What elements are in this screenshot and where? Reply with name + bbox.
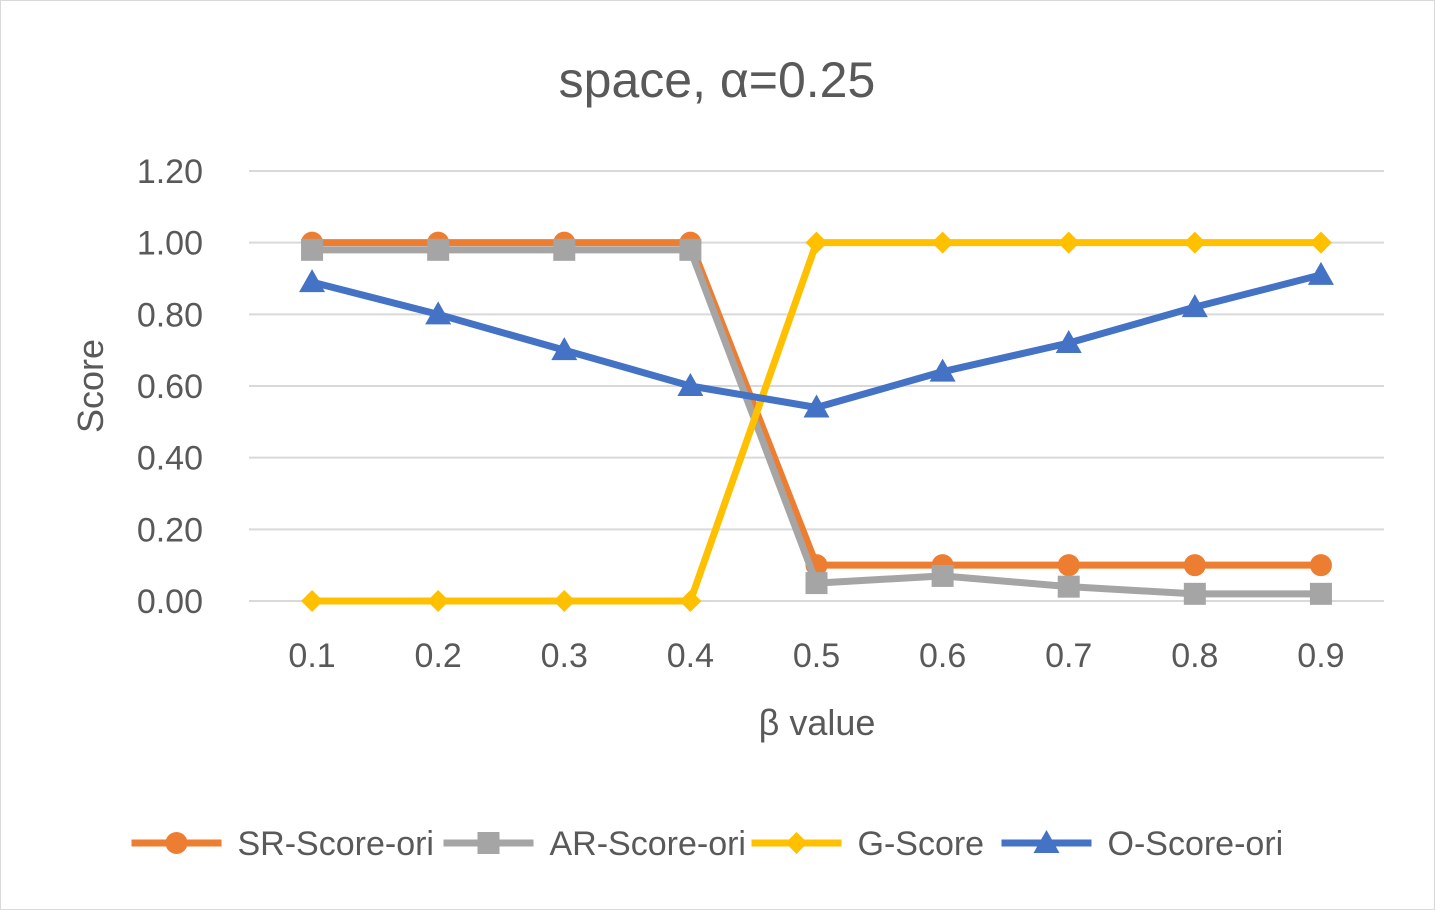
y-tick-label: 0.80	[137, 296, 203, 334]
x-tick-label: 0.1	[288, 637, 335, 675]
data-point	[301, 238, 324, 261]
data-point	[1055, 330, 1082, 353]
x-tick-label: 0.5	[793, 637, 840, 675]
y-axis-ticks: 0.00 0.20 0.40 0.60 0.80 1.00 1.20	[137, 153, 203, 621]
x-tick-label: 0.3	[541, 637, 588, 675]
legend-item: O-Score-ori	[1001, 825, 1284, 863]
data-point	[1183, 582, 1206, 605]
data-point	[425, 301, 452, 325]
legend-item: G-Score	[751, 825, 985, 863]
data-point	[427, 238, 450, 261]
y-tick-label: 1.00	[137, 225, 203, 263]
y-tick-label: 1.20	[137, 153, 203, 191]
x-tick-label: 0.4	[667, 637, 714, 675]
y-tick-label: 0.40	[137, 440, 203, 478]
x-axis-ticks: 0.1 0.2 0.3 0.4 0.5 0.6 0.7 0.8 0.9	[288, 637, 1344, 675]
x-tick-label: 0.8	[1171, 637, 1218, 675]
legend-marker	[477, 832, 500, 854]
legend-item: SR-Score-ori	[131, 825, 434, 863]
series-lines	[299, 231, 1334, 612]
series-line	[308, 271, 1325, 411]
data-point	[1183, 554, 1206, 577]
series-ar-score-ori	[301, 238, 1332, 605]
data-point	[679, 590, 702, 612]
data-point	[931, 231, 954, 254]
legend-label: O-Score-ori	[1108, 825, 1284, 863]
series-g-score	[301, 231, 1332, 612]
y-tick-label: 0.20	[137, 511, 203, 549]
data-point	[1057, 231, 1080, 254]
data-point	[1057, 554, 1080, 577]
data-point	[805, 231, 828, 254]
data-point	[1183, 231, 1206, 254]
data-point	[299, 269, 326, 293]
x-tick-label: 0.9	[1297, 637, 1344, 675]
chart-title: space, α=0.25	[559, 52, 876, 108]
data-point	[1309, 554, 1332, 577]
x-axis-title: β value	[759, 702, 876, 743]
legend-item: AR-Score-ori	[443, 825, 746, 863]
data-point	[803, 394, 830, 418]
data-point	[679, 238, 702, 261]
data-point	[301, 590, 324, 612]
data-point	[931, 564, 954, 587]
data-point	[553, 238, 576, 261]
data-point	[1181, 294, 1208, 318]
y-tick-label: 0.60	[137, 368, 203, 406]
data-point	[1057, 575, 1080, 598]
series-o-score-ori	[299, 261, 1334, 418]
data-point	[551, 337, 578, 361]
data-point	[553, 590, 576, 612]
x-tick-label: 0.7	[1045, 637, 1092, 675]
x-tick-label: 0.6	[919, 637, 966, 675]
series-line	[308, 239, 1325, 605]
data-point	[1309, 582, 1332, 605]
y-axis-title: Score	[70, 339, 111, 433]
legend: SR-Score-ori AR-Score-ori G-Score O-Score-o…	[131, 825, 1284, 863]
data-point	[1309, 231, 1332, 254]
x-tick-label: 0.2	[415, 637, 462, 675]
legend-marker	[785, 832, 808, 854]
series-line	[308, 246, 1325, 598]
data-point	[677, 373, 704, 396]
y-tick-label: 0.00	[137, 583, 203, 621]
legend-marker	[1033, 830, 1060, 853]
legend-label: AR-Score-ori	[550, 825, 746, 863]
data-point	[805, 572, 828, 595]
legend-label: G-Score	[858, 825, 985, 863]
data-point	[427, 590, 450, 612]
data-point	[1307, 261, 1334, 285]
legend-marker	[165, 832, 188, 854]
legend-label: SR-Score-ori	[238, 825, 434, 863]
data-point	[929, 358, 956, 382]
